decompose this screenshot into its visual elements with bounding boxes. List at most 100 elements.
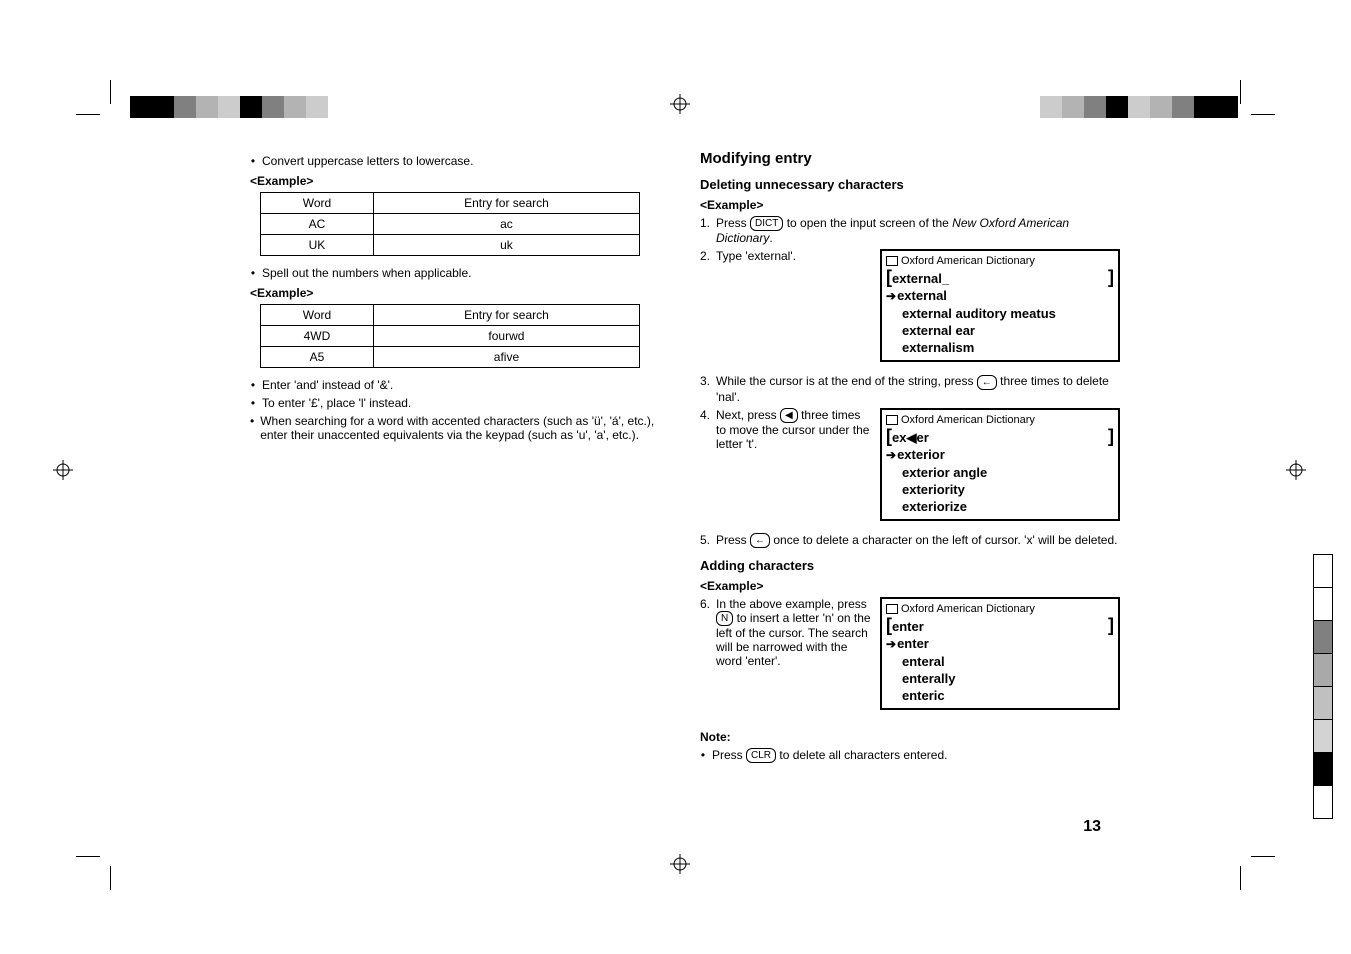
color-bar-top-right <box>1040 96 1238 118</box>
lcd-entry: external auditory meatus <box>886 305 1114 322</box>
registration-mark-top <box>670 94 690 114</box>
table-row: ACac <box>261 214 640 235</box>
keycap-dict: DICT <box>750 216 783 231</box>
example-label: <Example> <box>250 286 660 300</box>
step-text: While the cursor is at the end of the st… <box>716 374 1120 403</box>
table-cell: UK <box>261 235 374 256</box>
lcd-entry: enteric <box>886 687 1114 704</box>
color-swatch <box>284 96 306 118</box>
step-text: Press DICT to open the input screen of t… <box>716 216 1120 245</box>
step-4: 4. Next, press ◀ three times to move the… <box>700 408 872 451</box>
table-cell: ac <box>373 214 639 235</box>
page-number: 13 <box>1083 818 1101 836</box>
lcd-selected-entry: external <box>886 287 1114 305</box>
keycap-left: ◀ <box>780 408 798 423</box>
lcd-entry: exteriorize <box>886 498 1114 515</box>
step-text: Type 'external'. <box>716 249 872 263</box>
keycap-backspace: ← <box>977 375 997 390</box>
bullet-item: •Convert uppercase letters to lowercase. <box>250 154 660 168</box>
edge-tab <box>1313 785 1333 819</box>
example-table-1: WordEntry for searchACacUKuk <box>260 192 640 256</box>
bullet-text: Enter 'and' instead of '&'. <box>262 378 393 392</box>
page-content: •Convert uppercase letters to lowercase.… <box>240 150 1120 767</box>
edge-tab <box>1313 686 1333 720</box>
lcd-selected-entry: exterior <box>886 446 1114 464</box>
keycap-n: N <box>716 611 733 626</box>
table-header: Entry for search <box>373 193 639 214</box>
example-label: <Example> <box>700 198 1120 212</box>
table-row: 4WDfourwd <box>261 326 640 347</box>
note-block: Note: • Press CLR to delete all characte… <box>700 730 1120 763</box>
step-text: Press ← once to delete a character on th… <box>716 533 1120 548</box>
example-table-2: WordEntry for search4WDfourwdA5afive <box>260 304 640 368</box>
step-3: 3. While the cursor is at the end of the… <box>700 374 1120 403</box>
table-header: Word <box>261 193 374 214</box>
color-swatch <box>1172 96 1194 118</box>
lcd-entry: enteral <box>886 653 1114 670</box>
color-swatch <box>130 96 152 118</box>
lcd-screenshot-3: Oxford American Dictionary[enter]enteren… <box>880 597 1120 710</box>
table-header: Word <box>261 305 374 326</box>
color-swatch <box>1084 96 1106 118</box>
table-header: Entry for search <box>373 305 639 326</box>
edge-tab <box>1313 653 1333 687</box>
color-bar-top-left <box>130 96 328 118</box>
step-number: 3. <box>700 374 716 403</box>
crop-mark-tr <box>1241 80 1275 114</box>
table-cell: uk <box>373 235 639 256</box>
lcd-screenshot-1: Oxford American Dictionary[external_]ext… <box>880 249 1120 362</box>
edge-tab <box>1313 752 1333 786</box>
lcd-entry: enterally <box>886 670 1114 687</box>
step-5: 5. Press ← once to delete a character on… <box>700 533 1120 548</box>
bullet-text: When searching for a word with accented … <box>260 414 660 442</box>
edge-tab <box>1313 719 1333 753</box>
color-swatch <box>152 96 174 118</box>
step-1: 1. Press DICT to open the input screen o… <box>700 216 1120 245</box>
bullet-text: To enter '£', place 'l' instead. <box>262 396 411 410</box>
right-edge-tabs <box>1313 554 1333 819</box>
edge-tab <box>1313 620 1333 654</box>
lcd-input: [ex◀er <box>886 429 929 446</box>
bullet-item: •Enter 'and' instead of '&'. <box>250 378 660 392</box>
table-row: UKuk <box>261 235 640 256</box>
step-text: Next, press ◀ three times to move the cu… <box>716 408 872 451</box>
table-cell: fourwd <box>373 326 639 347</box>
table-cell: A5 <box>261 347 374 368</box>
color-swatch <box>1040 96 1062 118</box>
left-column: •Convert uppercase letters to lowercase.… <box>240 150 660 767</box>
example-label: <Example> <box>700 579 1120 593</box>
subsection-heading: Deleting unnecessary characters <box>700 177 1120 192</box>
bullet-text: Spell out the numbers when applicable. <box>262 266 471 280</box>
color-swatch <box>196 96 218 118</box>
lcd-input: [external_ <box>886 270 949 287</box>
color-swatch <box>1128 96 1150 118</box>
color-swatch <box>1194 96 1216 118</box>
step-number: 1. <box>700 216 716 245</box>
lcd-selected-entry: enter <box>886 635 1114 653</box>
lcd-title: Oxford American Dictionary <box>886 253 1114 270</box>
step-6: 6. In the above example, press N to inse… <box>700 597 872 668</box>
bracket-icon: ] <box>1108 618 1114 635</box>
lcd-title: Oxford American Dictionary <box>886 601 1114 618</box>
lcd-entry: external ear <box>886 322 1114 339</box>
color-swatch <box>1062 96 1084 118</box>
color-swatch <box>306 96 328 118</box>
lcd-entry: exterior angle <box>886 464 1114 481</box>
edge-tab <box>1313 587 1333 621</box>
color-swatch <box>218 96 240 118</box>
color-swatch <box>240 96 262 118</box>
keycap-backspace: ← <box>750 533 770 548</box>
note-text: Press CLR to delete all characters enter… <box>712 748 947 763</box>
bracket-icon: ] <box>1108 270 1114 287</box>
registration-mark-left <box>53 460 73 480</box>
example-label: <Example> <box>250 174 660 188</box>
bullet-item: •Spell out the numbers when applicable. <box>250 266 660 280</box>
crop-mark-tl <box>76 80 110 114</box>
registration-mark-bottom <box>670 854 690 874</box>
lcd-screenshot-2: Oxford American Dictionary[ex◀er]exterio… <box>880 408 1120 521</box>
section-heading: Modifying entry <box>700 150 1120 167</box>
color-swatch <box>174 96 196 118</box>
bullet-item: •When searching for a word with accented… <box>250 414 660 442</box>
bracket-icon: ] <box>1108 429 1114 446</box>
table-cell: 4WD <box>261 326 374 347</box>
